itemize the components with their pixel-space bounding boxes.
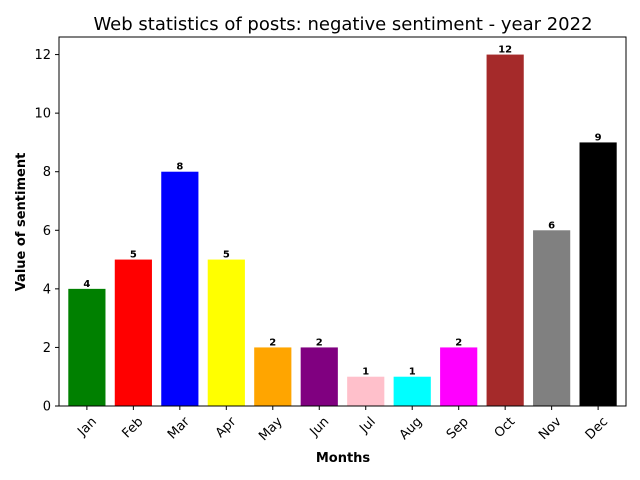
y-tick-label: 12 bbox=[34, 48, 51, 63]
bar-value-label: 2 bbox=[269, 337, 276, 348]
bar-aug bbox=[393, 376, 431, 406]
bar-value-label: 1 bbox=[409, 367, 416, 378]
bar-value-label: 1 bbox=[362, 367, 369, 378]
chart-title: Web statistics of posts: negative sentim… bbox=[93, 14, 592, 35]
x-tick-label-mar: Mar bbox=[165, 414, 193, 442]
y-tick-label: 6 bbox=[43, 224, 51, 239]
bar-jan bbox=[68, 288, 106, 406]
x-tick-label-jul: Jul bbox=[356, 414, 378, 436]
x-tick-label-jun: Jun bbox=[307, 414, 333, 440]
x-tick-label-may: May bbox=[256, 414, 286, 444]
x-tick-label-aug: Aug bbox=[397, 414, 426, 443]
bar-may bbox=[254, 347, 292, 406]
bar-feb bbox=[114, 259, 152, 406]
bar-nov bbox=[533, 230, 571, 406]
y-tick-label: 0 bbox=[43, 400, 51, 415]
bar-oct bbox=[486, 54, 524, 406]
bar-value-label: 8 bbox=[176, 162, 183, 173]
y-tick-label: 2 bbox=[43, 341, 51, 356]
x-tick-label-nov: Nov bbox=[536, 414, 565, 443]
bar-value-label: 5 bbox=[130, 250, 137, 261]
x-tick-label-apr: Apr bbox=[213, 414, 240, 441]
x-tick-label-oct: Oct bbox=[492, 414, 519, 441]
x-tick-label-feb: Feb bbox=[120, 414, 147, 441]
bar-value-label: 4 bbox=[83, 279, 90, 290]
bar-sep bbox=[440, 347, 478, 406]
x-axis-title: Months bbox=[316, 451, 371, 466]
bar-value-label: 12 bbox=[498, 45, 512, 56]
bar-mar bbox=[161, 171, 199, 406]
x-tick-label-dec: Dec bbox=[583, 414, 611, 442]
bar-value-label: 5 bbox=[223, 250, 230, 261]
bar-value-label: 2 bbox=[316, 337, 323, 348]
plot-frame bbox=[58, 36, 627, 407]
y-axis-title: Value of sentiment bbox=[14, 153, 29, 292]
y-tick-label: 4 bbox=[43, 282, 51, 297]
bar-value-label: 2 bbox=[455, 337, 462, 348]
x-tick-label-jan: Jan bbox=[74, 414, 99, 439]
bar-jun bbox=[300, 347, 338, 406]
x-tick-label-sep: Sep bbox=[444, 414, 472, 442]
y-tick-label: 8 bbox=[43, 165, 51, 180]
bar-value-label: 9 bbox=[595, 132, 602, 143]
bar-dec bbox=[579, 142, 617, 406]
bar-apr bbox=[207, 259, 245, 406]
y-tick-label: 10 bbox=[34, 107, 51, 122]
bar-value-label: 6 bbox=[548, 220, 555, 231]
bar-jul bbox=[347, 376, 385, 406]
